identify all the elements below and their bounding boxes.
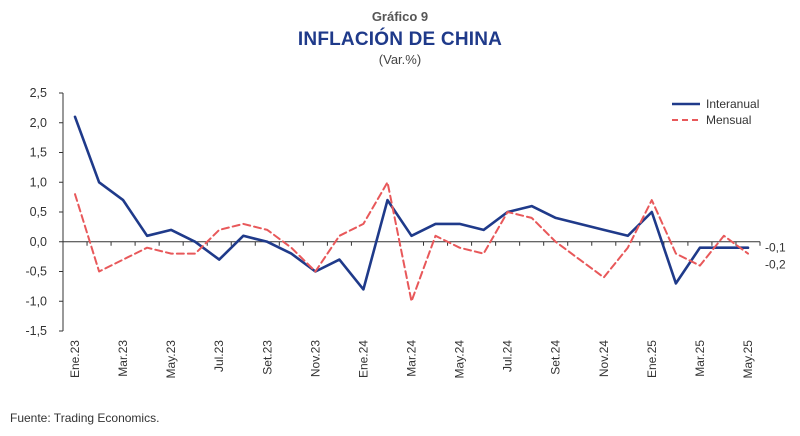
x-tick-label: Mar.25	[693, 340, 707, 377]
y-tick-label: 1,0	[30, 175, 47, 189]
x-tick-label: Set.23	[260, 340, 274, 375]
x-tick-label: Set.24	[549, 340, 563, 375]
x-tick-label: Ene.23	[68, 340, 82, 378]
y-tick-label: 2,0	[30, 116, 47, 130]
chart-axes	[62, 93, 761, 331]
end-label-interanual: -0,1	[765, 241, 786, 255]
legend-label-interanual: Interanual	[706, 97, 759, 111]
legend: Interanual Mensual	[672, 97, 759, 127]
end-label-mensual: -0,2	[765, 258, 786, 272]
x-axis-labels: Ene.23 Mar.23 May.23 Jul.23 Set.23 Nov.23 Ene.…	[68, 340, 755, 379]
y-tick-label: -1,0	[25, 294, 47, 308]
chart-subtitle: (Var.%)	[378, 52, 422, 67]
x-tick-label: Nov.24	[597, 340, 611, 377]
y-tick-label: 0,0	[30, 235, 47, 249]
series-lines	[73, 115, 750, 303]
line-chart: 2,5 2,0 1,5 1,0 0,5 0,0 -0,5 -1,0 -1,5 Ene.23 Mar…	[25, 86, 786, 379]
y-tick-label: 2,5	[30, 86, 47, 100]
series-line-interanual	[73, 115, 750, 291]
y-tick-label: -0,5	[25, 265, 47, 279]
x-tick-label: Ene.24	[356, 340, 370, 378]
legend-label-mensual: Mensual	[706, 113, 751, 127]
x-tick-label: Mar.24	[405, 340, 419, 377]
end-labels: -0,1 -0,2	[765, 241, 786, 272]
x-tick-label: Jul.24	[501, 340, 515, 372]
x-tick-label: Jul.23	[212, 340, 226, 372]
source-note: Fuente: Trading Economics.	[10, 411, 160, 425]
x-tick-label: May.25	[741, 340, 755, 379]
x-tick-label: Nov.23	[308, 340, 322, 377]
x-tick-label: May.24	[453, 340, 467, 379]
x-tick-label: Ene.25	[645, 340, 659, 378]
x-tick-label: Mar.23	[116, 340, 130, 377]
chart-title: INFLACIÓN DE CHINA	[297, 29, 503, 50]
y-tick-label: -1,5	[25, 324, 47, 338]
series-line-mensual	[74, 181, 749, 303]
y-tick-label: 1,5	[30, 146, 47, 160]
y-axis-labels: 2,5 2,0 1,5 1,0 0,5 0,0 -0,5 -1,0 -1,5	[25, 86, 63, 338]
chart-kicker: Gráfico 9	[371, 9, 429, 24]
x-tick-label: May.23	[164, 340, 178, 379]
y-tick-label: 0,5	[30, 205, 47, 219]
